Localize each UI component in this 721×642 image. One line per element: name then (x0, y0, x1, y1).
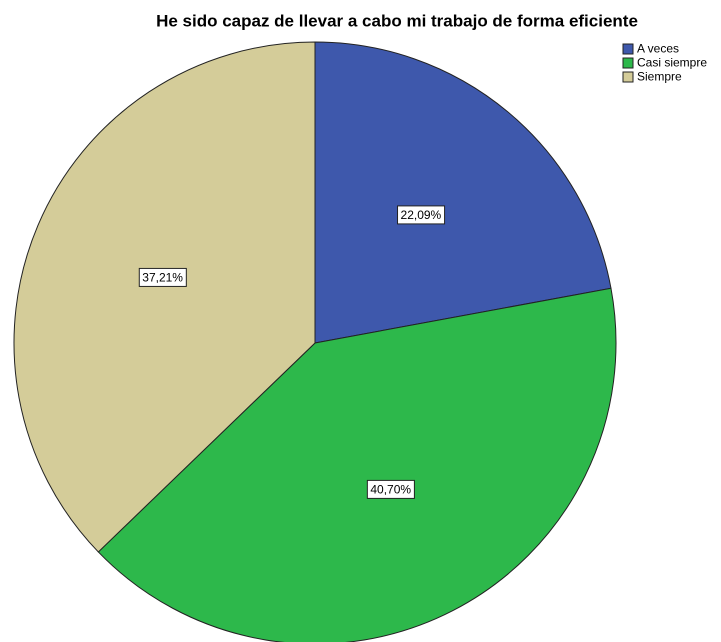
legend-swatch (622, 71, 634, 83)
data-label-box (397, 205, 446, 225)
chart-title: He sido capaz de llevar a cabo mi trabaj… (156, 11, 638, 30)
data-label: 37,21% (142, 270, 183, 284)
pie-slice (314, 41, 612, 344)
legend-label: Casi siempre (637, 56, 707, 70)
pie-slice (97, 287, 617, 642)
data-label: 22,09% (401, 208, 442, 222)
data-label: 40,70% (370, 482, 411, 496)
pie-slice (13, 41, 316, 553)
legend-swatch (622, 57, 634, 69)
legend-swatch (622, 43, 634, 55)
legend-label: Siempre (637, 70, 682, 84)
legend-label: A veces (637, 42, 679, 56)
data-label-box (138, 267, 187, 287)
data-label-box (366, 479, 415, 499)
